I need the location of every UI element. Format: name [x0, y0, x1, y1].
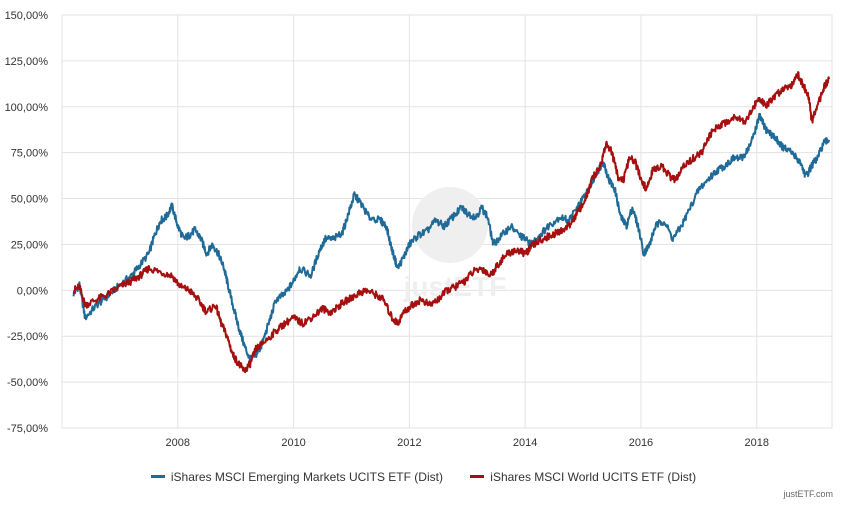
y-tick-label: 0,00%: [17, 285, 48, 297]
plot-frame: [61, 14, 833, 429]
chart: justETF 150,00%125,00%100,00%75,00%50,00…: [5, 10, 833, 449]
series-line-0: [72, 112, 831, 365]
y-tick-label: -25,00%: [7, 331, 48, 343]
y-tick-label: 25,00%: [11, 239, 49, 251]
legend-swatch-emerging-markets: [150, 475, 165, 478]
x-tick-label: 2012: [397, 437, 421, 449]
y-tick-label: -50,00%: [7, 377, 48, 389]
x-tick-label: 2008: [166, 437, 190, 449]
x-tick-label: 2010: [281, 437, 305, 449]
series-line-1: [72, 71, 831, 374]
legend-swatch-world: [470, 475, 485, 478]
y-axis: 150,00% 125,00% 100,00% 75,00% 50,00% 25,00% 0…: [5, 10, 49, 435]
x-axis: 2008 2010 2012 2014 2016 2018: [166, 437, 769, 449]
y-tick-label: -75,00%: [7, 423, 48, 435]
legend-label-emerging-markets: iShares MSCI Emerging Markets UCITS ETF …: [170, 469, 443, 484]
credit-link[interactable]: justETF.com: [783, 489, 833, 499]
legend-item-emerging-markets[interactable]: iShares MSCI Emerging Markets UCITS ETF …: [150, 469, 443, 484]
y-tick-label: 75,00%: [11, 148, 49, 160]
legend-label-world: iShares MSCI World UCITS ETF (Dist): [490, 469, 697, 484]
y-tick-label: 125,00%: [5, 56, 49, 68]
x-tick-label: 2014: [513, 437, 537, 449]
x-tick-label: 2018: [744, 437, 768, 449]
series-lines: [72, 71, 831, 374]
y-tick-label: 100,00%: [5, 102, 49, 114]
legend-item-world[interactable]: iShares MSCI World UCITS ETF (Dist): [470, 470, 696, 484]
x-tick-label: 2016: [629, 437, 653, 449]
y-tick-label: 150,00%: [5, 10, 49, 22]
y-tick-label: 50,00%: [11, 194, 49, 206]
legend: iShares MSCI Emerging Markets UCITS ETF …: [0, 467, 847, 484]
